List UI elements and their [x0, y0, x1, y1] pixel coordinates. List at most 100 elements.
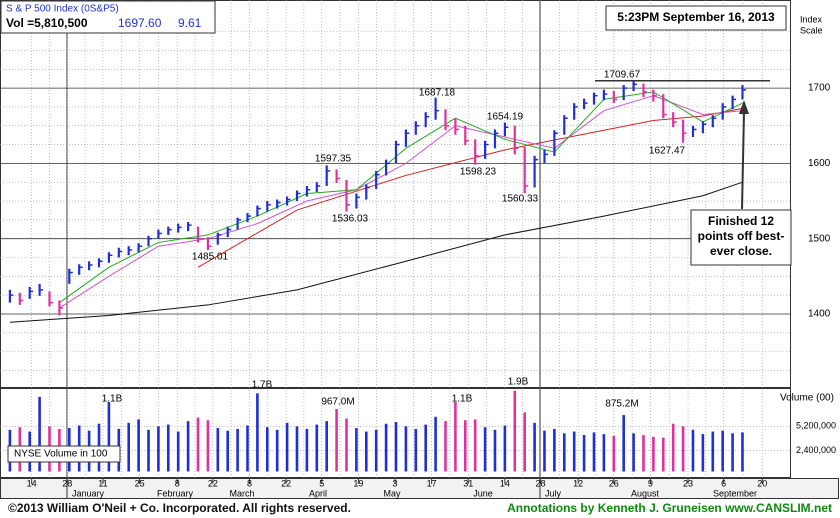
x-tick-label: 8: [247, 478, 252, 488]
callout-arrow: [741, 111, 745, 210]
x-tick-label: 6: [721, 478, 726, 488]
volume-bar: [166, 424, 170, 472]
y-tick-label: 1700: [808, 83, 831, 94]
month-label: June: [473, 488, 493, 498]
volume-bar: [661, 437, 665, 472]
volume-tick-label: 2,400,000: [796, 445, 836, 455]
volume-bar: [325, 421, 328, 472]
volume-bar: [176, 431, 180, 472]
price-pane: [0, 0, 791, 388]
volume-bar: [553, 428, 556, 472]
y-axis-label: Scale: [800, 25, 823, 35]
volume-bar: [305, 428, 309, 472]
x-tick-label: 5: [319, 478, 324, 488]
volume-bar: [533, 422, 536, 472]
month-label: April: [309, 488, 327, 498]
x-tick-label: 23: [683, 478, 693, 488]
volume-bar: [434, 416, 437, 472]
price-annotation: 1560.33: [502, 194, 539, 205]
y-tick-label: 1400: [808, 309, 831, 320]
volume-bar: [384, 423, 388, 472]
volume-bar: [671, 423, 675, 472]
volume-bar: [741, 432, 744, 472]
volume-bar: [345, 418, 348, 472]
volume-tick-label: 5,200,000: [796, 421, 836, 431]
moving-average: [59, 91, 743, 304]
x-tick-label: 22: [281, 478, 291, 488]
volume-bar: [364, 431, 368, 472]
price-annotation: 1598.23: [460, 167, 497, 178]
volume-bar: [315, 424, 319, 472]
price-annotation: 1536.03: [332, 214, 369, 225]
volume-bar: [147, 429, 150, 472]
price-annotation: 1597.35: [315, 154, 352, 165]
volume-bar: [394, 421, 398, 472]
callout-text: points off best-: [698, 229, 785, 243]
month-label: September: [713, 488, 757, 498]
volume-bar: [335, 408, 338, 472]
volume-bar: [572, 431, 576, 472]
x-tick-label: 8: [175, 478, 180, 488]
volume-bar: [642, 435, 645, 472]
y-tick-label: 1500: [808, 233, 831, 244]
volume-note-box: [7, 445, 121, 463]
volume-peak-label: 1.1B: [102, 394, 123, 405]
copyright: ©2013 William O'Neil + Co. Incorporated.…: [8, 501, 351, 515]
volume-bar: [562, 433, 566, 472]
x-tick-label: 14: [500, 478, 510, 488]
price-annotation: 1627.47: [649, 146, 686, 157]
month-label: May: [383, 488, 401, 498]
title: S & P 500 Index (0S&P5): [6, 4, 119, 15]
volume-peak-label: 967.0M: [321, 397, 354, 408]
x-tick-label: 9: [648, 478, 653, 488]
volume-bar: [622, 415, 625, 472]
month-label: July: [545, 488, 562, 498]
volume-peak-label: 1.1B: [452, 394, 473, 405]
month-label: August: [631, 488, 660, 498]
x-tick-label: 12: [573, 478, 583, 488]
volume-bar: [513, 390, 517, 472]
volume-bar: [721, 430, 724, 472]
volume-bar: [256, 393, 259, 472]
x-tick-label: 19: [353, 478, 363, 488]
volume-bar: [612, 435, 616, 472]
volume-bar: [652, 436, 655, 472]
volume-bar: [355, 428, 358, 472]
volume-bar: [127, 422, 130, 472]
volume-bar: [246, 425, 249, 472]
volume-bar: [493, 429, 497, 472]
x-tick-label: 3: [392, 478, 397, 488]
volume-bar: [196, 417, 200, 472]
volume-bar: [186, 421, 190, 472]
volume-bar: [701, 434, 705, 472]
x-tick-label: 11: [98, 478, 107, 488]
x-tick-label: 22: [208, 478, 218, 488]
x-tick-label: 20: [757, 478, 767, 488]
month-label: March: [229, 488, 254, 498]
moving-average: [9, 181, 743, 323]
volume-bar: [711, 431, 715, 472]
volume-bar: [236, 428, 239, 472]
x-tick-label: 25: [135, 478, 145, 488]
header-last: 1697.60: [118, 16, 162, 30]
volume-peak-label: 875.2M: [605, 399, 638, 410]
volume-bar: [602, 434, 606, 472]
x-tick-label: 28: [62, 478, 72, 488]
price-annotation: 1709.67: [604, 70, 641, 81]
volume-bar: [463, 420, 467, 472]
volume-bar: [414, 428, 418, 472]
volume-bar: [285, 422, 289, 472]
volume-bar: [226, 430, 229, 472]
month-label: February: [157, 488, 194, 498]
price-annotation: 1485.01: [192, 252, 229, 263]
volume-bar: [731, 433, 734, 472]
y-axis-label: Index: [800, 14, 823, 24]
volume-bar: [582, 435, 586, 472]
price-annotation: 1687.18: [419, 88, 456, 99]
volume-bar: [265, 427, 269, 472]
x-tick-label: 26: [609, 478, 619, 488]
volume-label: Volume (00): [780, 393, 834, 404]
volume-bar: [681, 426, 685, 472]
volume-bar: [424, 424, 427, 472]
